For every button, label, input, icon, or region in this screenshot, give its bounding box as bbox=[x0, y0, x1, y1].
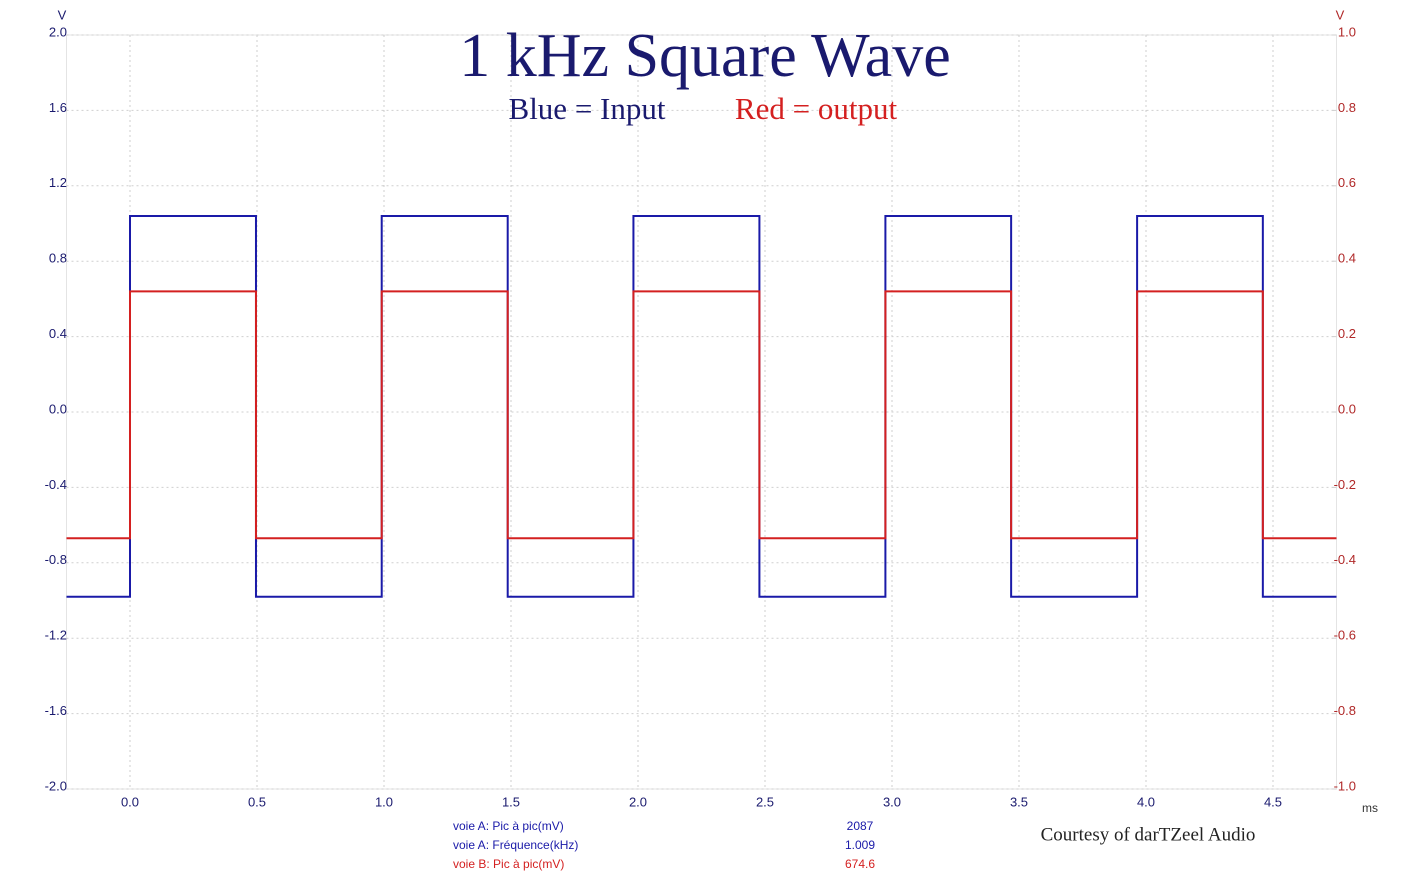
y2-tick-label: 0.2 bbox=[1338, 326, 1356, 341]
y2-tick-label: 1.0 bbox=[1338, 24, 1356, 39]
x-tick-label: 0.0 bbox=[121, 794, 139, 809]
annotation: Courtesy of darTZeel Audio bbox=[1041, 824, 1256, 845]
y2-tick-label: -0.8 bbox=[1334, 703, 1356, 718]
y-tick-label: -0.8 bbox=[45, 552, 67, 567]
x-tick-label: 4.5 bbox=[1264, 794, 1282, 809]
y2-tick-label: 0.4 bbox=[1338, 251, 1356, 266]
x-tick-label: 2.0 bbox=[629, 794, 647, 809]
legend-entry: Red = output bbox=[735, 91, 898, 126]
chart-title: 1 kHz Square Wave bbox=[459, 22, 950, 90]
y2-tick-label: 0.0 bbox=[1338, 401, 1356, 416]
grid bbox=[66, 34, 1337, 790]
x-tick-label: 0.5 bbox=[248, 794, 266, 809]
y-axis-unit: V bbox=[58, 7, 67, 22]
y2-tick-label: -1.0 bbox=[1334, 778, 1356, 793]
x-tick-label: 1.5 bbox=[502, 794, 520, 809]
y-tick-label: 0.8 bbox=[49, 251, 67, 266]
x-tick-label: 3.5 bbox=[1010, 794, 1028, 809]
measurement-label: voie A: Fréquence(kHz) bbox=[453, 838, 578, 852]
y2-axis-unit: V bbox=[1336, 7, 1345, 22]
y-tick-label: 0.0 bbox=[49, 401, 67, 416]
series-line bbox=[66, 290, 1337, 540]
y2-tick-label: 0.6 bbox=[1338, 175, 1356, 190]
y-tick-label: -1.6 bbox=[45, 703, 67, 718]
y-tick-label: -2.0 bbox=[45, 778, 67, 793]
y2-tick-label: 0.8 bbox=[1338, 100, 1356, 115]
measurement-value: 1.009 bbox=[845, 838, 875, 852]
y2-tick-label: -0.6 bbox=[1334, 628, 1356, 643]
x-tick-label: 4.0 bbox=[1137, 794, 1155, 809]
y2-tick-label: -0.4 bbox=[1334, 552, 1356, 567]
measurement-label: voie A: Pic à pic(mV) bbox=[453, 819, 564, 833]
y-tick-label: -1.2 bbox=[45, 628, 67, 643]
x-tick-label: 2.5 bbox=[756, 794, 774, 809]
legend-entry: Blue = Input bbox=[509, 91, 666, 126]
measurement-label: voie B: Pic à pic(mV) bbox=[453, 857, 564, 871]
y-tick-label: 1.6 bbox=[49, 100, 67, 115]
marks bbox=[66, 214, 1337, 598]
y2-tick-label: -0.2 bbox=[1334, 477, 1356, 492]
y-tick-label: 0.4 bbox=[49, 326, 67, 341]
y-tick-label: 1.2 bbox=[49, 175, 67, 190]
measurement-value: 2087 bbox=[847, 819, 874, 833]
measurement-value: 674.6 bbox=[845, 857, 875, 871]
x-tick-label: 3.0 bbox=[883, 794, 901, 809]
x-tick-label: 1.0 bbox=[375, 794, 393, 809]
x-axis-unit: ms bbox=[1362, 801, 1378, 815]
labels: -2.0 -1.6 -1.2 -0.8 -0.4 0.0 0.4 0.8 1.2 1.6 2.0 -1… bbox=[45, 7, 1378, 871]
y-tick-label: -0.4 bbox=[45, 477, 67, 492]
y-tick-label: 2.0 bbox=[49, 24, 67, 39]
